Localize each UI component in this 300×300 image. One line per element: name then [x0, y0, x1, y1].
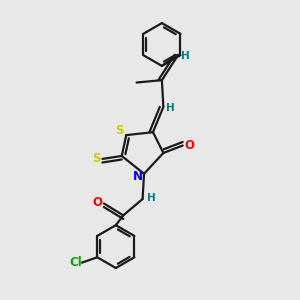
Text: N: N [133, 170, 142, 183]
Text: O: O [184, 139, 194, 152]
Text: S: S [92, 152, 100, 165]
Text: H: H [181, 51, 190, 62]
Text: O: O [92, 196, 102, 208]
Text: Cl: Cl [69, 256, 82, 269]
Text: H: H [147, 193, 156, 203]
Text: S: S [116, 124, 124, 137]
Text: H: H [166, 103, 175, 113]
